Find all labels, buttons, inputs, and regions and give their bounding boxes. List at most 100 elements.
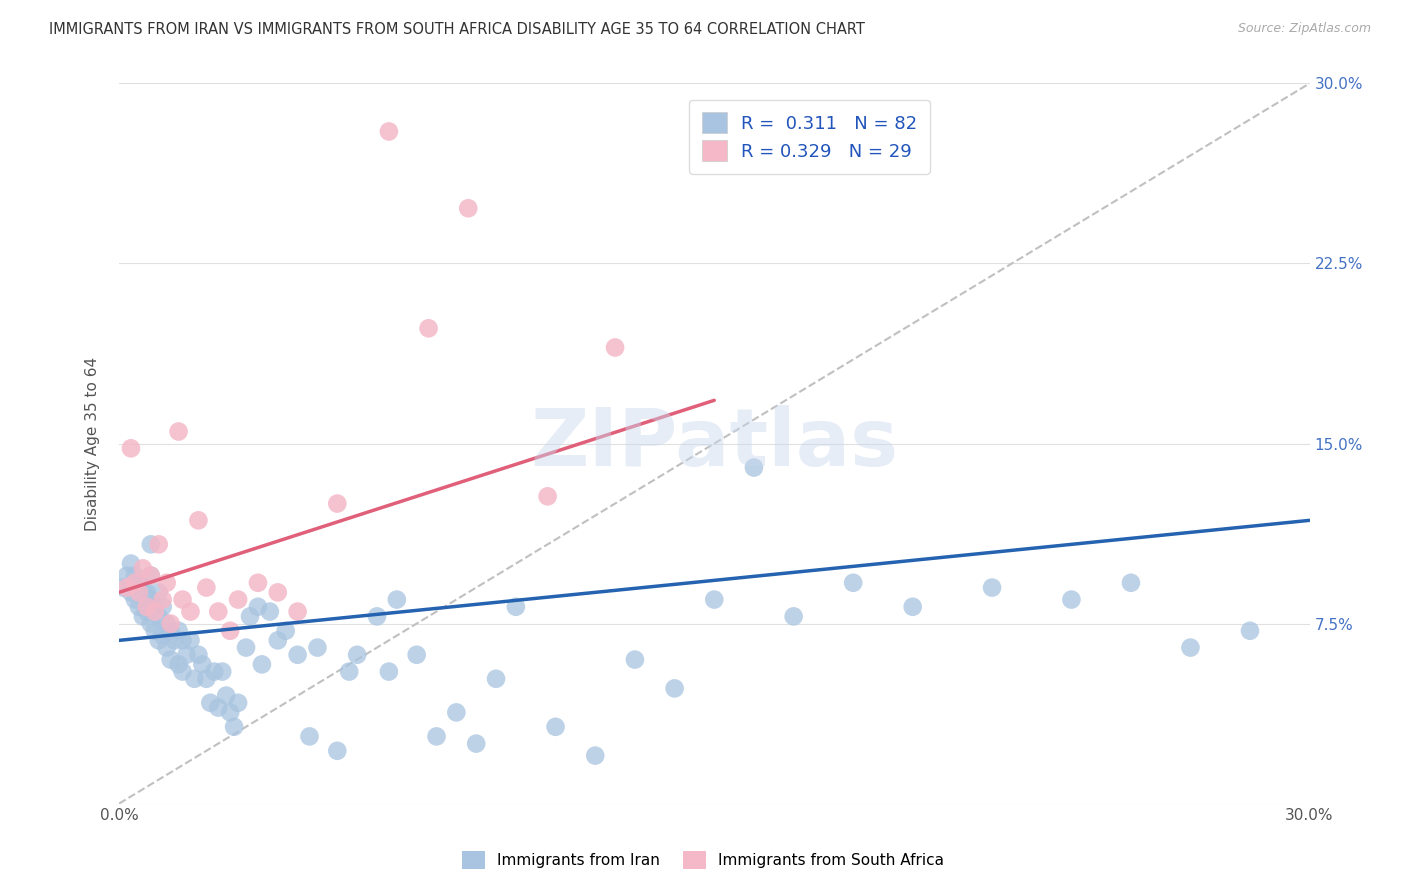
Point xyxy=(664,681,686,696)
Text: Source: ZipAtlas.com: Source: ZipAtlas.com xyxy=(1237,22,1371,36)
Point xyxy=(135,585,157,599)
Point xyxy=(274,624,297,638)
Point xyxy=(176,648,198,662)
Point xyxy=(120,585,142,599)
Point xyxy=(226,592,249,607)
Point xyxy=(425,730,447,744)
Point xyxy=(202,665,225,679)
Point xyxy=(207,605,229,619)
Point xyxy=(148,633,170,648)
Point xyxy=(267,633,290,648)
Point xyxy=(156,616,179,631)
Point xyxy=(115,568,138,582)
Point xyxy=(139,537,162,551)
Point xyxy=(505,599,527,614)
Point xyxy=(235,640,257,655)
Point xyxy=(224,720,246,734)
Point xyxy=(215,689,238,703)
Point xyxy=(465,737,488,751)
Point xyxy=(163,633,186,648)
Point xyxy=(143,599,166,614)
Point xyxy=(148,609,170,624)
Point xyxy=(385,592,408,607)
Point xyxy=(187,513,209,527)
Point xyxy=(544,720,567,734)
Point xyxy=(981,581,1004,595)
Point xyxy=(583,748,606,763)
Point xyxy=(159,652,181,666)
Point xyxy=(139,592,162,607)
Point xyxy=(156,640,179,655)
Point xyxy=(124,592,146,607)
Point xyxy=(742,460,765,475)
Point xyxy=(124,568,146,582)
Point xyxy=(603,341,626,355)
Point xyxy=(167,425,190,439)
Point xyxy=(485,672,508,686)
Point xyxy=(167,657,190,672)
Point xyxy=(139,568,162,582)
Point xyxy=(187,648,209,662)
Point xyxy=(307,640,329,655)
Point xyxy=(111,581,134,595)
Point xyxy=(287,648,309,662)
Point xyxy=(1180,640,1202,655)
Point xyxy=(152,629,174,643)
Point xyxy=(124,575,146,590)
Point xyxy=(135,605,157,619)
Point xyxy=(143,605,166,619)
Point xyxy=(211,665,233,679)
Point xyxy=(128,575,150,590)
Point xyxy=(148,537,170,551)
Point xyxy=(842,575,865,590)
Point xyxy=(128,599,150,614)
Point xyxy=(250,657,273,672)
Point xyxy=(457,201,479,215)
Point xyxy=(298,730,321,744)
Point xyxy=(139,616,162,631)
Point xyxy=(624,652,647,666)
Point xyxy=(191,657,214,672)
Point xyxy=(179,633,201,648)
Point xyxy=(135,599,157,614)
Text: IMMIGRANTS FROM IRAN VS IMMIGRANTS FROM SOUTH AFRICA DISABILITY AGE 35 TO 64 COR: IMMIGRANTS FROM IRAN VS IMMIGRANTS FROM … xyxy=(49,22,865,37)
Point xyxy=(132,609,155,624)
Point xyxy=(287,605,309,619)
Point xyxy=(195,672,218,686)
Point xyxy=(1239,624,1261,638)
Point xyxy=(246,575,269,590)
Point xyxy=(405,648,427,662)
Point xyxy=(326,744,349,758)
Point xyxy=(179,605,201,619)
Point xyxy=(159,616,181,631)
Text: ZIPatlas: ZIPatlas xyxy=(530,405,898,483)
Point xyxy=(782,609,804,624)
Point xyxy=(195,581,218,595)
Point xyxy=(207,700,229,714)
Point xyxy=(152,599,174,614)
Point xyxy=(139,568,162,582)
Point xyxy=(326,497,349,511)
Point xyxy=(259,605,281,619)
Point xyxy=(152,592,174,607)
Point xyxy=(172,665,194,679)
Point xyxy=(378,665,401,679)
Point xyxy=(159,624,181,638)
Point xyxy=(346,648,368,662)
Point xyxy=(115,581,138,595)
Point xyxy=(219,624,242,638)
Point xyxy=(446,706,468,720)
Point xyxy=(156,575,179,590)
Point xyxy=(219,706,242,720)
Point xyxy=(132,581,155,595)
Point xyxy=(536,489,558,503)
Point xyxy=(120,442,142,456)
Point xyxy=(148,585,170,599)
Point xyxy=(239,609,262,624)
Point xyxy=(183,672,205,686)
Point xyxy=(267,585,290,599)
Legend: R =  0.311   N = 82, R = 0.329   N = 29: R = 0.311 N = 82, R = 0.329 N = 29 xyxy=(689,100,931,174)
Point xyxy=(128,585,150,599)
Point xyxy=(246,599,269,614)
Point xyxy=(200,696,222,710)
